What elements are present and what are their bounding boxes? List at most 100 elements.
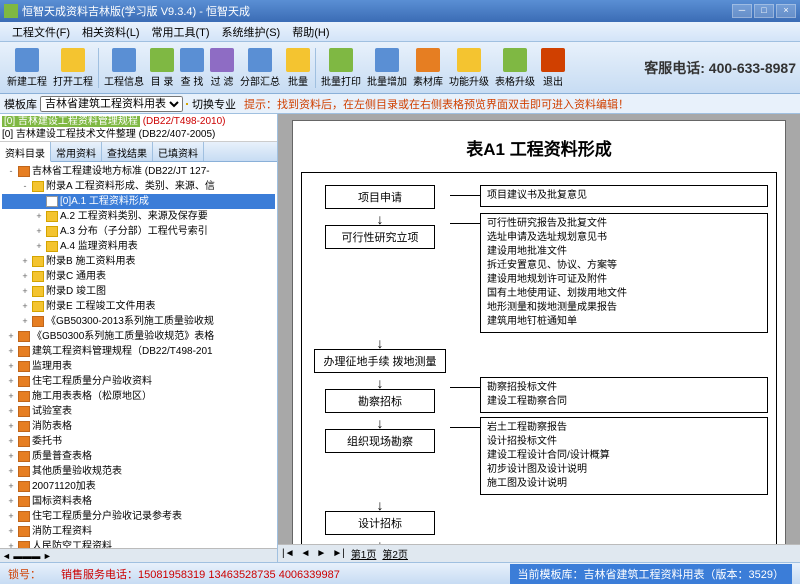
expand-icon[interactable]: + bbox=[20, 284, 30, 299]
menu-item[interactable]: 帮助(H) bbox=[286, 24, 335, 40]
spec-item[interactable]: [0] 吉林建设工程技术文件整理 (DB22/407-2005) bbox=[2, 128, 275, 141]
nav-prev[interactable]: ◄ bbox=[301, 548, 311, 559]
toolbar-button[interactable]: 素材库 bbox=[410, 46, 446, 90]
toolbar-button[interactable]: 表格升级 bbox=[492, 46, 538, 90]
expand-icon[interactable]: + bbox=[6, 539, 16, 548]
expand-icon[interactable]: + bbox=[34, 224, 44, 239]
expand-icon[interactable]: + bbox=[6, 434, 16, 449]
flow-connector bbox=[450, 195, 480, 196]
tree-node[interactable]: +附录E 工程竣工文件用表 bbox=[2, 299, 275, 314]
tree-node[interactable]: +其他质量验收规范表 bbox=[2, 464, 275, 479]
tree-node[interactable]: +附录B 施工资料用表 bbox=[2, 254, 275, 269]
nav-last[interactable]: ►| bbox=[332, 548, 345, 559]
toolbar-button[interactable]: 分部汇总 bbox=[237, 46, 283, 90]
tree-node[interactable]: +国标资料表格 bbox=[2, 494, 275, 509]
maximize-button[interactable]: □ bbox=[754, 4, 774, 18]
tree-node[interactable]: +委托书 bbox=[2, 434, 275, 449]
toolbar-button[interactable]: 打开工程 bbox=[50, 46, 96, 90]
tree-node[interactable]: +监理用表 bbox=[2, 359, 275, 374]
toolbar-button[interactable]: 工程信息 bbox=[101, 46, 147, 90]
tree-node[interactable]: +附录C 通用表 bbox=[2, 269, 275, 284]
expand-icon[interactable]: + bbox=[6, 374, 16, 389]
status-bar: 锁号： 销售服务电话：15081958319 13463528735 40063… bbox=[0, 562, 800, 584]
expand-icon[interactable]: + bbox=[6, 509, 16, 524]
expand-icon[interactable]: + bbox=[6, 449, 16, 464]
page-tab-1[interactable]: 第1页 bbox=[351, 546, 377, 561]
tree-node[interactable]: [0]A.1 工程资料形成 bbox=[2, 194, 275, 209]
page-tab-2[interactable]: 第2页 bbox=[382, 546, 408, 561]
expand-icon[interactable]: + bbox=[6, 464, 16, 479]
tree-node[interactable]: +住宅工程质量分户验收记录参考表 bbox=[2, 509, 275, 524]
nav-next[interactable]: ► bbox=[316, 548, 326, 559]
menu-item[interactable]: 常用工具(T) bbox=[146, 24, 216, 40]
expand-icon[interactable]: + bbox=[6, 479, 16, 494]
tree-label: [0]A.1 工程资料形成 bbox=[60, 194, 149, 209]
book-icon bbox=[18, 376, 30, 387]
expand-icon[interactable]: + bbox=[20, 314, 30, 329]
expand-icon[interactable]: + bbox=[6, 404, 16, 419]
toolbar-button[interactable]: 功能升级 bbox=[446, 46, 492, 90]
toolbar-button[interactable]: 查 找 bbox=[177, 46, 207, 90]
toolbar-button[interactable]: 批量增加 bbox=[364, 46, 410, 90]
expand-icon[interactable]: + bbox=[34, 239, 44, 254]
expand-icon[interactable]: + bbox=[6, 494, 16, 509]
template-select[interactable]: 吉林省建筑工程资料用表 bbox=[40, 96, 183, 112]
expand-icon[interactable]: + bbox=[6, 359, 16, 374]
toolbar-label: 查 找 bbox=[181, 73, 204, 88]
left-tab[interactable]: 已填资料 bbox=[153, 142, 204, 161]
tree-label: A.2 工程资料类别、来源及保存要 bbox=[60, 209, 208, 224]
tree-node[interactable]: + A.2 工程资料类别、来源及保存要 bbox=[2, 209, 275, 224]
tree-node[interactable]: +消防工程资料 bbox=[2, 524, 275, 539]
left-tab[interactable]: 查找结果 bbox=[102, 142, 153, 161]
menu-item[interactable]: 系统维护(S) bbox=[216, 24, 287, 40]
left-tab[interactable]: 资料目录 bbox=[0, 142, 51, 162]
expand-icon[interactable]: - bbox=[20, 179, 30, 194]
menu-item[interactable]: 工程文件(F) bbox=[6, 24, 76, 40]
tree-node[interactable]: -附录A 工程资料形成、类别、来源、信 bbox=[2, 179, 275, 194]
tree-node[interactable]: +施工用表表格（松原地区） bbox=[2, 389, 275, 404]
toolbar-button[interactable]: 新建工程 bbox=[4, 46, 50, 90]
tool-icon bbox=[329, 48, 353, 72]
tree-node[interactable]: +人民防空工程资料 bbox=[2, 539, 275, 548]
preview-area[interactable]: 表A1 工程资料形成 项目申请项目建议书及批复意见↓可行性研究立项可行性研究报告… bbox=[278, 114, 800, 544]
toolbar-button[interactable]: 过 滤 bbox=[207, 46, 237, 90]
minimize-button[interactable]: ─ bbox=[732, 4, 752, 18]
tree-node[interactable]: +《GB50300-2013系列施工质量验收规 bbox=[2, 314, 275, 329]
tree-scrollbar[interactable]: ◄ ▬▬▬ ► bbox=[0, 548, 277, 562]
folder-icon[interactable] bbox=[186, 103, 188, 105]
expand-icon[interactable]: + bbox=[20, 269, 30, 284]
expand-icon[interactable]: + bbox=[6, 389, 16, 404]
nav-first[interactable]: |◄ bbox=[282, 548, 295, 559]
toolbar-button[interactable]: 批量 bbox=[283, 46, 313, 90]
spec-item[interactable]: [0] 吉林建设工程资料管理规程 (DB22/T498-2010) bbox=[2, 115, 275, 128]
toolbar-button[interactable]: 目 录 bbox=[147, 46, 177, 90]
expand-icon[interactable]: + bbox=[6, 419, 16, 434]
tree-node[interactable]: +《GB50300系列施工质量验收规范》表格 bbox=[2, 329, 275, 344]
expand-icon[interactable]: - bbox=[6, 164, 16, 179]
folder-icon bbox=[32, 271, 44, 282]
tree-node[interactable]: +A.3 分布（子分部）工程代号索引 bbox=[2, 224, 275, 239]
expand-icon[interactable]: + bbox=[20, 299, 30, 314]
toolbar-button[interactable]: 批量打印 bbox=[318, 46, 364, 90]
expand-icon[interactable]: + bbox=[6, 524, 16, 539]
tree-node[interactable]: +消防表格 bbox=[2, 419, 275, 434]
close-button[interactable]: × bbox=[776, 4, 796, 18]
expand-icon[interactable]: + bbox=[20, 254, 30, 269]
switch-major[interactable]: 切换专业 bbox=[192, 96, 236, 112]
tree-node[interactable]: +建筑工程资料管理规程（DB22/T498-201 bbox=[2, 344, 275, 359]
tree-node[interactable]: +质量普查表格 bbox=[2, 449, 275, 464]
tool-icon bbox=[150, 48, 174, 72]
tree-node[interactable]: +试验室表 bbox=[2, 404, 275, 419]
tree-node[interactable]: -吉林省工程建设地方标准 (DB22/JT 127- bbox=[2, 164, 275, 179]
expand-icon[interactable]: + bbox=[34, 209, 44, 224]
expand-icon[interactable]: + bbox=[6, 329, 16, 344]
toolbar-button[interactable]: 退出 bbox=[538, 46, 568, 90]
tree-node[interactable]: +附录D 竣工图 bbox=[2, 284, 275, 299]
tree-node[interactable]: +A.4 监理资料用表 bbox=[2, 239, 275, 254]
left-tab[interactable]: 常用资料 bbox=[51, 142, 102, 161]
expand-icon[interactable]: + bbox=[6, 344, 16, 359]
tree-node[interactable]: +住宅工程质量分户验收资料 bbox=[2, 374, 275, 389]
menu-item[interactable]: 相关资料(L) bbox=[76, 24, 145, 40]
tree-node[interactable]: +20071120加表 bbox=[2, 479, 275, 494]
tree-view[interactable]: -吉林省工程建设地方标准 (DB22/JT 127--附录A 工程资料形成、类别… bbox=[0, 162, 277, 548]
